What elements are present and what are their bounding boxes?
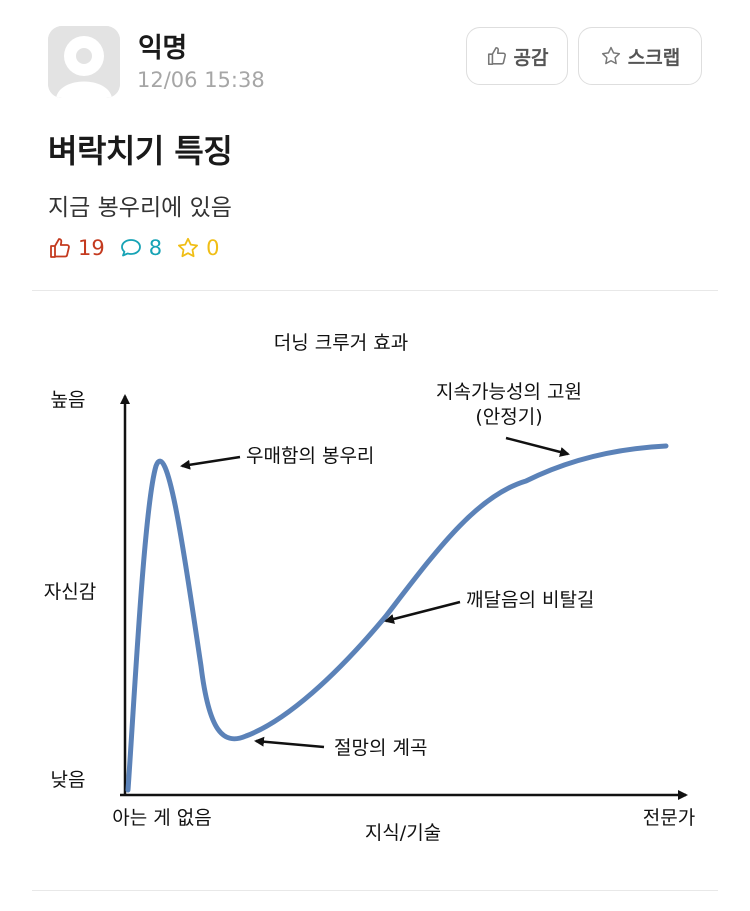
post-image[interactable]: 더닝 크루거 효과 높음 자신감 낮음 아는 게 없음 지식/기술 전문가 우매… [16,306,734,880]
author-name: 익명 [138,33,187,64]
scrap-count: 0 [206,236,220,260]
like-count-stat: 19 [48,236,105,260]
plateau-annotation-line2: (안정기) [475,406,542,428]
x-axis-high-label: 전문가 [643,807,695,829]
star-icon [601,46,620,65]
post-body: 지금 봉우리에 있음 [48,195,232,221]
y-axis-low-label: 낮음 [51,769,86,791]
post-header: 익명 12/06 15:38 공감 스크랩 [48,26,702,102]
like-count: 19 [78,236,105,260]
scrap-button-label: 스크랩 [627,46,681,69]
valley-annotation: 절망의 계곡 [334,737,427,759]
x-axis-label: 지식/기술 [365,822,441,844]
comment-count: 8 [148,236,163,260]
divider [32,890,718,891]
dunning-kruger-figure: 더닝 크루거 효과 높음 자신감 낮음 아는 게 없음 지식/기술 전문가 우매… [44,332,695,844]
post-title: 벼락치기 특징 [48,132,233,170]
plateau-annotation-line1: 지속가능성의 고원 [436,381,582,403]
x-axis-low-label: 아는 게 없음 [112,807,211,829]
post-stats: 19 8 0 [48,234,233,262]
thumbs-up-icon [487,46,506,66]
scrap-button[interactable]: 스크랩 [578,27,702,85]
slope-annotation: 깨달음의 비탈길 [466,589,594,611]
like-button-label: 공감 [513,46,549,69]
y-axis-high-label: 높음 [51,389,86,411]
slope-arrow [384,600,461,624]
valley-arrow [254,736,325,749]
speech-bubble-icon [120,239,141,257]
comment-count-stat: 8 [119,236,162,260]
avatar[interactable] [48,26,120,98]
y-axis-label: 자신감 [44,581,96,603]
peak-arrow [180,455,241,470]
peak-annotation: 우매함의 봉우리 [246,445,374,467]
thumbs-up-icon [50,238,70,258]
like-button[interactable]: 공감 [466,27,568,85]
confidence-curve [125,443,669,793]
scrap-count-stat: 0 [176,236,219,260]
figure-title: 더닝 크루거 효과 [274,332,408,354]
default-avatar-icon [48,26,120,98]
post-timestamp: 12/06 15:38 [137,68,265,92]
plateau-arrow [505,436,570,457]
star-icon [178,237,199,258]
divider [32,290,718,291]
